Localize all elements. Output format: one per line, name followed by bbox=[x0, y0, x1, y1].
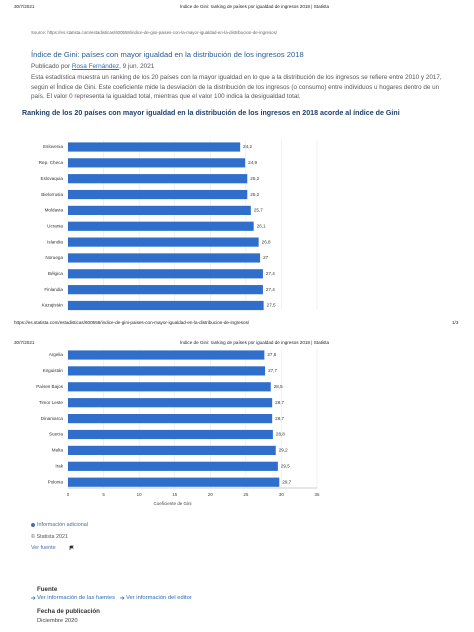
print-date: 30/7/2021 bbox=[14, 340, 35, 345]
bar bbox=[68, 237, 259, 247]
y-tick-label: Dinamarca bbox=[41, 416, 64, 421]
flag-icon bbox=[69, 545, 74, 550]
x-axis-label: Coeficiente de Gini bbox=[153, 501, 191, 506]
y-tick-label: Rep. Checa bbox=[39, 160, 64, 165]
editor-link[interactable]: Ver información del editor bbox=[126, 595, 192, 601]
value-label: 27,5 bbox=[267, 303, 276, 308]
footer-url: https://es.statista.com/estadisticas/600… bbox=[14, 320, 250, 325]
bar bbox=[68, 461, 278, 471]
bar bbox=[68, 300, 264, 311]
pub-date-heading: Fecha de publicación bbox=[37, 608, 100, 615]
print-header: Índice de Gini: ranking de países por ig… bbox=[180, 4, 330, 9]
value-label: 29,2 bbox=[279, 448, 288, 453]
source-url: Source: https://es.statista.com/estadist… bbox=[31, 30, 277, 35]
value-label: 29,7 bbox=[282, 479, 291, 484]
chart-title: Ranking de los 20 países con mayor igual… bbox=[22, 109, 400, 117]
bar bbox=[68, 189, 248, 200]
print-date: 30/7/2021 bbox=[14, 4, 35, 9]
y-tick-label: Eslovenia bbox=[43, 144, 63, 149]
byline: Publicado por Rosa Fernández, 9 jun. 202… bbox=[31, 63, 154, 70]
x-tick-label: 5 bbox=[102, 492, 105, 497]
y-tick-label: Suecia bbox=[49, 432, 63, 437]
value-label: 27,7 bbox=[268, 368, 277, 373]
bar bbox=[68, 174, 248, 184]
y-tick-label: Noruega bbox=[45, 255, 63, 260]
value-label: 25,2 bbox=[250, 192, 259, 197]
bar bbox=[68, 221, 254, 231]
value-label: 26,8 bbox=[262, 239, 271, 244]
source-link[interactable]: Ver información de las fuentes bbox=[37, 595, 115, 601]
value-label: 27 bbox=[263, 255, 269, 260]
value-label: 25,2 bbox=[250, 176, 259, 181]
value-label: 25,7 bbox=[254, 208, 263, 213]
y-tick-label: Argelia bbox=[49, 352, 64, 357]
bar bbox=[68, 445, 276, 455]
page-number: 1/3 bbox=[452, 320, 459, 325]
bar bbox=[68, 158, 246, 168]
description: Esta estadística muestra un ranking de l… bbox=[31, 74, 442, 101]
y-tick-label: Kirguistán bbox=[43, 368, 64, 373]
bar bbox=[68, 414, 273, 424]
bar bbox=[68, 382, 271, 392]
y-tick-label: Timor Leste bbox=[39, 400, 64, 405]
value-label: 28,8 bbox=[276, 432, 285, 437]
value-label: 28,5 bbox=[274, 384, 283, 389]
info-icon bbox=[31, 523, 35, 527]
y-tick-label: Kazajistán bbox=[42, 303, 64, 308]
arrow-icon bbox=[120, 596, 125, 600]
y-tick-label: Ucrania bbox=[47, 223, 63, 228]
x-tick-label: 25 bbox=[243, 492, 249, 497]
value-label: 26,1 bbox=[257, 223, 266, 228]
additional-info[interactable]: Información adicional bbox=[37, 522, 88, 528]
bar bbox=[68, 253, 261, 263]
bar bbox=[68, 285, 263, 295]
value-label: 27,4 bbox=[266, 287, 275, 292]
y-tick-label: Bélgica bbox=[48, 271, 64, 276]
y-tick-label: Finlandia bbox=[44, 287, 63, 292]
bar bbox=[68, 366, 266, 376]
value-label: 28,7 bbox=[275, 416, 284, 421]
bar bbox=[68, 350, 265, 360]
value-label: 28,7 bbox=[275, 400, 284, 405]
value-label: 24,2 bbox=[243, 144, 252, 149]
pub-date: Diciembre 2020 bbox=[37, 618, 78, 624]
bar bbox=[68, 269, 263, 279]
y-tick-label: Moldavia bbox=[45, 208, 64, 213]
arrow-icon bbox=[31, 596, 36, 600]
x-tick-label: 30 bbox=[279, 492, 285, 497]
bar bbox=[68, 142, 241, 152]
x-tick-label: 15 bbox=[172, 492, 178, 497]
y-tick-label: Malta bbox=[52, 448, 64, 453]
value-label: 27,6 bbox=[267, 352, 276, 357]
value-label: 27,4 bbox=[266, 271, 275, 276]
y-tick-label: Polonia bbox=[48, 479, 64, 484]
print-header: Índice de Gini: ranking de países por ig… bbox=[180, 340, 330, 345]
source-heading: Fuente bbox=[37, 586, 58, 593]
x-tick-label: 0 bbox=[67, 492, 70, 497]
value-label: 24,9 bbox=[248, 160, 257, 165]
author-link[interactable]: Rosa Fernández bbox=[71, 63, 120, 70]
x-tick-label: 10 bbox=[137, 492, 143, 497]
bar bbox=[68, 398, 273, 408]
bar bbox=[68, 477, 280, 487]
byline-prefix: Publicado por bbox=[31, 63, 71, 70]
bar bbox=[68, 429, 273, 440]
value-label: 29,5 bbox=[281, 464, 290, 469]
see-source[interactable]: Ver fuente bbox=[31, 545, 56, 551]
y-tick-label: Países Bajos bbox=[36, 384, 64, 389]
page-title: Índice de Gini: países con mayor igualda… bbox=[31, 50, 304, 59]
y-tick-label: Eslovaquia bbox=[41, 176, 64, 181]
y-tick-label: Bielorrusia bbox=[41, 192, 63, 197]
y-tick-label: Irak bbox=[55, 464, 63, 469]
copyright: © Statista 2021 bbox=[31, 534, 68, 540]
bar bbox=[68, 205, 251, 215]
y-tick-label: Islandia bbox=[47, 239, 63, 244]
x-tick-label: 20 bbox=[208, 492, 214, 497]
x-tick-label: 35 bbox=[314, 492, 320, 497]
byline-date: , 9 jun. 2021 bbox=[119, 63, 155, 70]
